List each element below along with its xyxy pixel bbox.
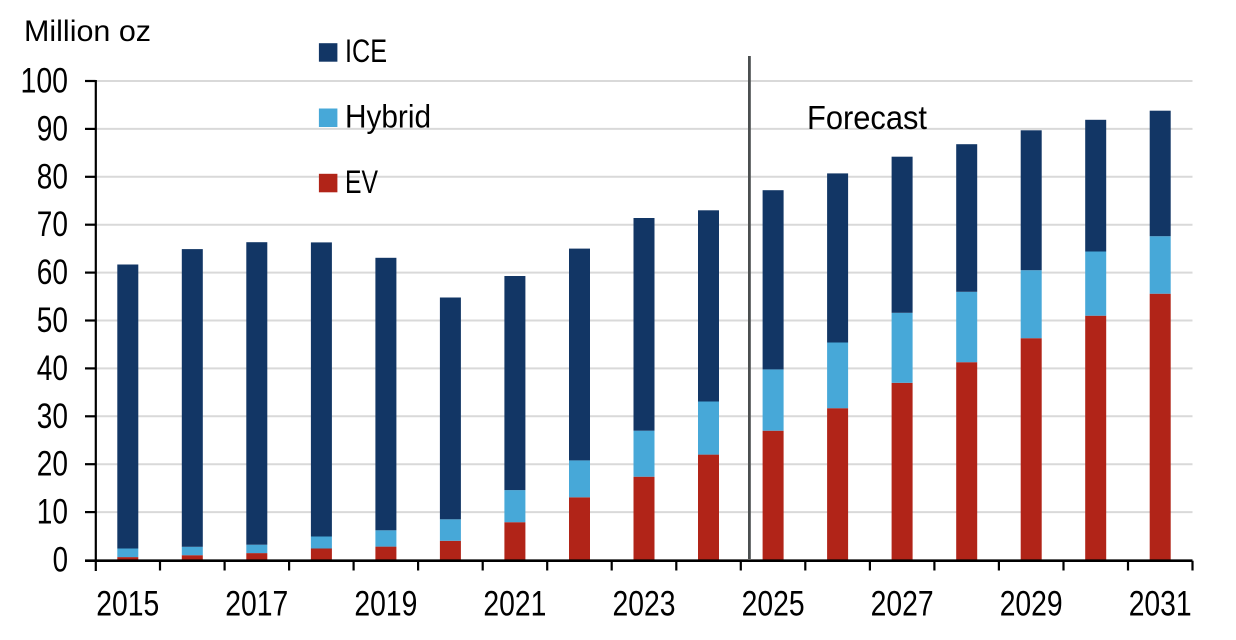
svg-text:50: 50: [37, 301, 68, 340]
svg-text:2029: 2029: [1000, 585, 1063, 624]
svg-text:2025: 2025: [742, 585, 805, 624]
svg-text:2021: 2021: [483, 585, 546, 624]
svg-text:2027: 2027: [871, 585, 934, 624]
svg-text:2015: 2015: [96, 585, 159, 624]
svg-text:ICE: ICE: [345, 33, 387, 69]
svg-text:2017: 2017: [225, 585, 288, 624]
svg-text:2019: 2019: [354, 585, 417, 624]
svg-text:Hybrid: Hybrid: [345, 99, 431, 135]
svg-text:20: 20: [37, 445, 68, 484]
svg-text:70: 70: [37, 205, 68, 244]
svg-text:EV: EV: [345, 164, 379, 200]
svg-text:100: 100: [21, 62, 69, 101]
svg-text:2031: 2031: [1129, 585, 1192, 624]
svg-text:Million oz: Million oz: [24, 15, 151, 48]
svg-text:30: 30: [37, 397, 68, 436]
svg-text:2023: 2023: [613, 585, 676, 624]
svg-text:90: 90: [37, 109, 68, 148]
svg-text:40: 40: [37, 349, 68, 388]
svg-text:0: 0: [53, 541, 68, 580]
svg-text:80: 80: [37, 157, 68, 196]
svg-text:60: 60: [37, 253, 68, 292]
svg-text:10: 10: [37, 493, 68, 532]
svg-text:Forecast: Forecast: [807, 99, 927, 136]
